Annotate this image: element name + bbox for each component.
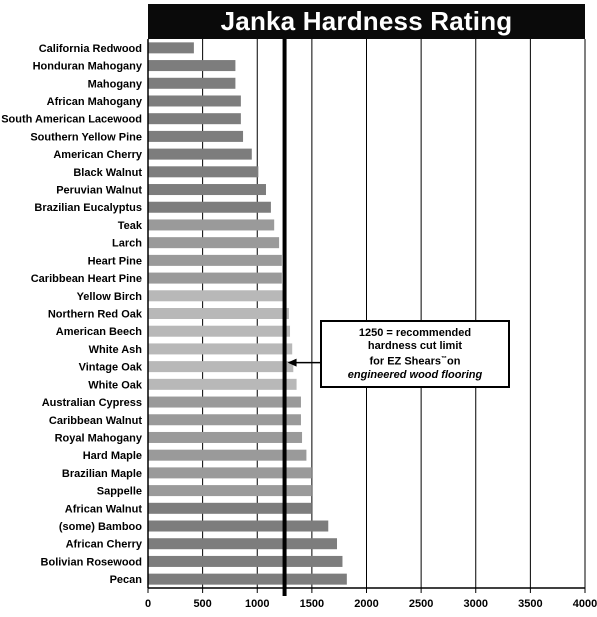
x-tick-label-2: 1000 bbox=[245, 598, 269, 610]
bar-20 bbox=[148, 396, 301, 408]
x-tick-label-7: 3500 bbox=[518, 598, 542, 610]
bar-21 bbox=[148, 414, 301, 426]
category-label-15: Northern Red Oak bbox=[48, 309, 143, 321]
bar-28 bbox=[148, 538, 338, 550]
bar-13 bbox=[148, 272, 282, 284]
bar-19 bbox=[148, 378, 297, 390]
x-tick-label-6: 3000 bbox=[464, 598, 488, 610]
bar-12 bbox=[148, 254, 282, 266]
x-tick-label-5: 2500 bbox=[409, 598, 433, 610]
bar-16 bbox=[148, 325, 291, 337]
bar-18 bbox=[148, 361, 294, 373]
category-label-22: Royal Mahogany bbox=[55, 432, 143, 444]
category-label-16: American Beech bbox=[56, 326, 142, 338]
category-label-20: Australian Cypress bbox=[42, 397, 142, 409]
bar-11 bbox=[148, 237, 280, 249]
category-label-9: Brazilian Eucalyptus bbox=[34, 202, 142, 214]
annotation-arrow-head bbox=[287, 358, 297, 367]
trademark-mark: ™ bbox=[441, 356, 448, 362]
x-tick-label-8: 4000 bbox=[573, 598, 597, 610]
category-label-29: Bolivian Rosewood bbox=[41, 556, 142, 568]
category-label-11: Larch bbox=[112, 238, 142, 250]
category-label-28: African Cherry bbox=[66, 539, 143, 551]
category-label-23: Hard Maple bbox=[83, 450, 142, 462]
category-label-8: Peruvian Walnut bbox=[56, 185, 142, 197]
annotation-text-2: hardness cut limit bbox=[367, 340, 463, 352]
category-label-6: American Cherry bbox=[53, 149, 143, 161]
bar-10 bbox=[148, 219, 275, 231]
category-label-24: Brazilian Maple bbox=[62, 468, 142, 480]
bar-5 bbox=[148, 130, 244, 142]
category-label-19: White Oak bbox=[88, 379, 143, 391]
annotation-text-3-end: on bbox=[447, 355, 461, 368]
bar-0 bbox=[148, 42, 194, 54]
bar-3 bbox=[148, 95, 241, 107]
category-label-13: Caribbean Heart Pine bbox=[31, 273, 142, 285]
bar-4 bbox=[148, 113, 241, 125]
bar-27 bbox=[148, 520, 329, 532]
bar-14 bbox=[148, 290, 286, 302]
category-label-30: Pecan bbox=[110, 574, 143, 586]
annotation-text-1: = recommended bbox=[383, 327, 472, 339]
bar-8 bbox=[148, 184, 266, 196]
category-label-5: Southern Yellow Pine bbox=[30, 131, 142, 143]
bar-26 bbox=[148, 502, 312, 514]
category-label-3: African Mahogany bbox=[47, 96, 143, 108]
category-label-4: South American Lacewood bbox=[1, 114, 142, 126]
bar-1 bbox=[148, 60, 236, 72]
category-label-12: Heart Pine bbox=[88, 255, 142, 267]
category-label-10: Teak bbox=[118, 220, 143, 232]
category-label-2: Mahogany bbox=[88, 78, 143, 90]
annotation-number: 1250 bbox=[358, 327, 384, 339]
category-label-7: Black Walnut bbox=[73, 167, 142, 179]
bar-22 bbox=[148, 431, 303, 443]
x-tick-label-4: 2000 bbox=[354, 598, 378, 610]
bar-9 bbox=[148, 201, 271, 213]
category-label-17: White Ash bbox=[89, 344, 143, 356]
category-label-21: Caribbean Walnut bbox=[49, 415, 142, 427]
x-tick-label-3: 1500 bbox=[300, 598, 324, 610]
bar-30 bbox=[148, 573, 347, 585]
bar-17 bbox=[148, 343, 293, 355]
annotation-callout: 1250 = recommended hardness cut limit fo… bbox=[320, 320, 510, 388]
category-label-25: Sappelle bbox=[97, 486, 142, 498]
bar-7 bbox=[148, 166, 259, 178]
bar-24 bbox=[148, 467, 312, 479]
category-label-1: Honduran Mahogany bbox=[33, 61, 143, 73]
category-label-27: (some) Bamboo bbox=[59, 521, 142, 533]
x-tick-label-1: 500 bbox=[193, 598, 211, 610]
bar-15 bbox=[148, 308, 289, 319]
bar-25 bbox=[148, 485, 312, 497]
category-label-26: African Walnut bbox=[65, 503, 143, 515]
bar-2 bbox=[148, 77, 236, 89]
annotation-text-4: engineered wood flooring bbox=[347, 368, 483, 381]
category-label-14: Yellow Birch bbox=[77, 291, 143, 303]
x-tick-label-0: 0 bbox=[145, 598, 151, 610]
bar-29 bbox=[148, 555, 343, 567]
annotation-text-3: for EZ Shears bbox=[369, 355, 442, 368]
chart-title: Janka Hardness Rating bbox=[148, 4, 585, 39]
bar-6 bbox=[148, 148, 252, 160]
bar-23 bbox=[148, 449, 307, 461]
category-label-0: California Redwood bbox=[39, 43, 142, 55]
category-label-18: Vintage Oak bbox=[79, 362, 143, 374]
